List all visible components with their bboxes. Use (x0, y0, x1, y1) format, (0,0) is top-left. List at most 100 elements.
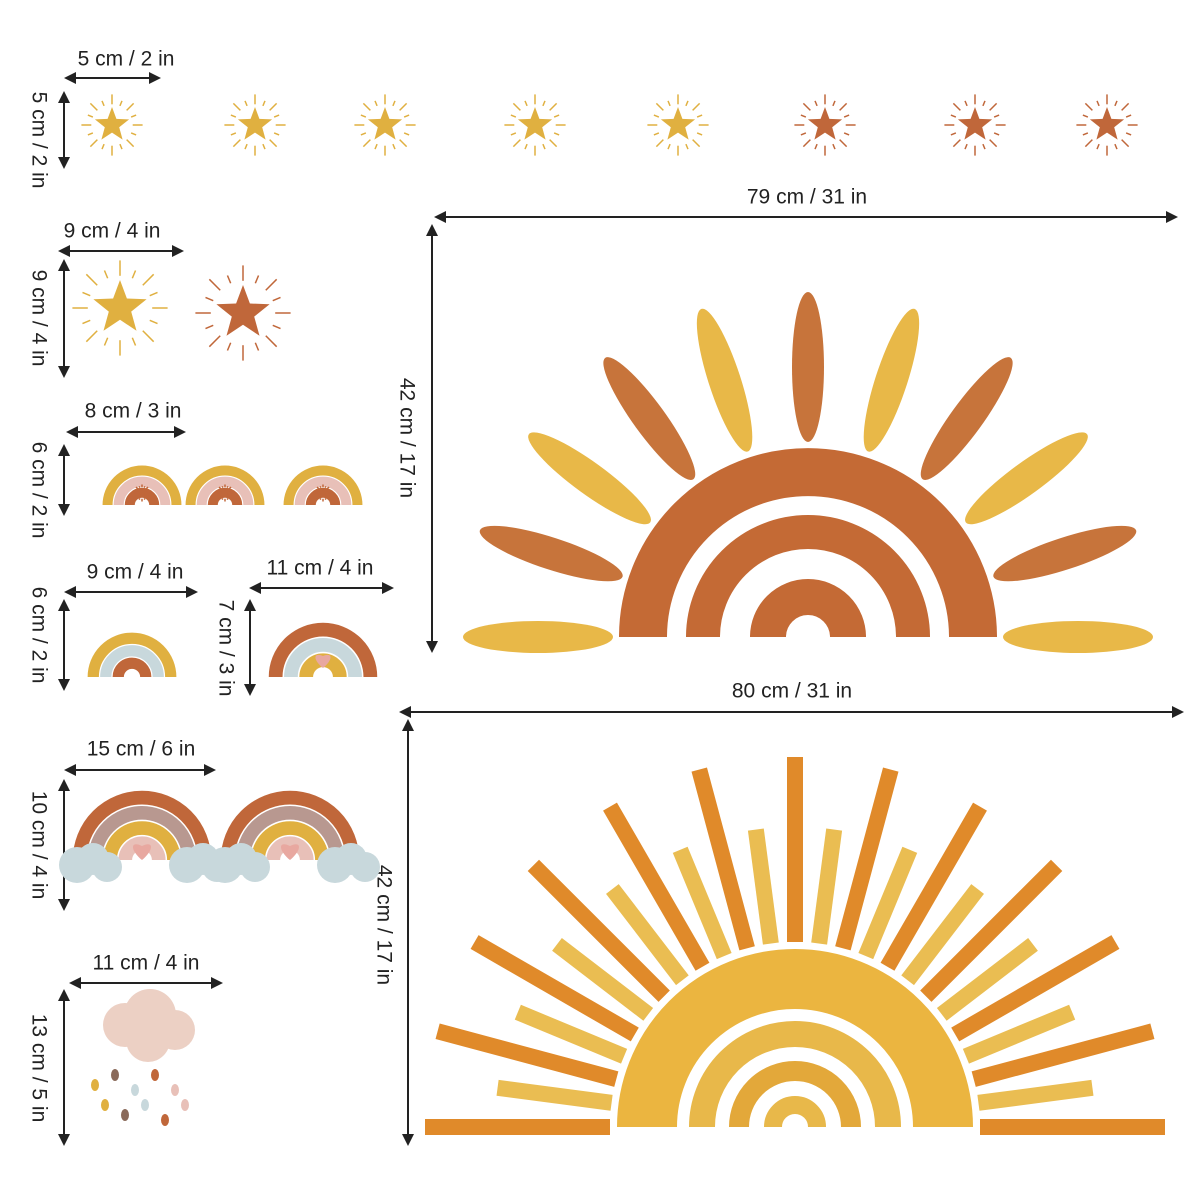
star-ray (1084, 139, 1093, 148)
raindrop (101, 1099, 109, 1111)
star-ray (262, 100, 266, 107)
star-ray (324, 486, 327, 488)
star-ray (130, 114, 137, 118)
illustrations (59, 94, 1165, 1135)
star-ray (326, 496, 330, 500)
star-ray (1114, 143, 1118, 150)
star (93, 280, 147, 331)
star-ray (399, 102, 408, 111)
star-ray (232, 102, 241, 111)
star-ray (221, 498, 224, 500)
star-ray (138, 498, 141, 500)
star-ray (101, 100, 105, 107)
star-ray (145, 496, 149, 500)
star (517, 107, 553, 140)
heart (133, 844, 151, 860)
star (220, 488, 230, 497)
sun-ray (880, 802, 987, 971)
sun-ray (470, 935, 639, 1042)
star-ray (667, 100, 671, 107)
star-ray (269, 102, 278, 111)
sun-ray (479, 525, 623, 582)
star-ray (1096, 143, 1100, 150)
sun-band (689, 1021, 901, 1128)
star-ray (839, 139, 848, 148)
sun-ray (971, 1023, 1155, 1087)
star-ray (524, 143, 528, 150)
rainbow-band (100, 645, 164, 678)
star-ray (208, 335, 221, 348)
star-ray (1096, 100, 1100, 107)
height-label: 9 cm / 4 in (27, 270, 50, 367)
sun-ray (514, 1004, 628, 1064)
star-ray (221, 486, 224, 488)
sun-ray (811, 828, 843, 945)
star-ray (982, 100, 986, 107)
star-ray (138, 486, 141, 488)
star-ray (265, 278, 278, 291)
star-ray (244, 143, 248, 150)
sun-ray (920, 357, 1013, 480)
star-ray (800, 114, 807, 118)
sun-ray (672, 846, 732, 960)
star-ray (696, 132, 703, 136)
star-ray (667, 143, 671, 150)
star-ray (89, 139, 98, 148)
star-ray (85, 330, 98, 343)
width-label: 79 cm / 31 in (747, 186, 867, 209)
star-ray (653, 114, 660, 118)
sun-ray (858, 846, 918, 960)
star-ray (145, 486, 149, 490)
star-ray (553, 132, 560, 136)
sun-ray (435, 1023, 619, 1087)
star-ray (135, 486, 139, 490)
star-ray (510, 132, 517, 136)
star-ray (87, 132, 94, 136)
star-ray (130, 132, 137, 136)
star-ray (1121, 102, 1130, 111)
star-ray (316, 489, 318, 492)
star-ray (230, 489, 232, 492)
sun-ray (528, 432, 651, 525)
star-ray (149, 319, 158, 325)
height-label: 10 cm / 4 in (27, 791, 50, 900)
star-ray (244, 100, 248, 107)
sun-ray (901, 884, 984, 986)
sun-ray (977, 1079, 1094, 1111)
star-ray (814, 100, 818, 107)
star-ray (208, 278, 221, 291)
star-ray (119, 143, 123, 150)
rainbow-band (185, 465, 265, 506)
star-ray (1125, 114, 1132, 118)
star-ray (360, 114, 367, 118)
rainbow-band (235, 805, 345, 861)
star-ray (230, 132, 237, 136)
star-ray (392, 100, 396, 107)
width-label: 5 cm / 2 in (78, 48, 175, 71)
star-ray (228, 486, 232, 490)
star-ray (685, 100, 689, 107)
width-label: 11 cm / 4 in (267, 557, 374, 580)
star-ray (542, 100, 546, 107)
star-ray (843, 114, 850, 118)
star-ray (832, 143, 836, 150)
star-ray (273, 114, 280, 118)
star-ray (655, 139, 664, 148)
star (1089, 107, 1125, 140)
cloud (92, 852, 122, 882)
star-ray (272, 324, 281, 330)
star-ray (135, 496, 139, 500)
star-ray (126, 139, 135, 148)
heart (315, 654, 331, 668)
raindrop (181, 1099, 189, 1111)
star (94, 107, 130, 140)
star-ray (542, 143, 546, 150)
dimension-annotations: 5 cm / 2 in 5 cm / 2 in 9 cm / 4 in 9 cm / … (27, 48, 1184, 1146)
raindrop (151, 1069, 159, 1081)
sun-ray (965, 432, 1088, 525)
star-ray (360, 132, 367, 136)
star-ray (399, 139, 408, 148)
star-ray (254, 275, 260, 284)
width-label: 9 cm / 4 in (64, 220, 161, 243)
star (367, 107, 403, 140)
